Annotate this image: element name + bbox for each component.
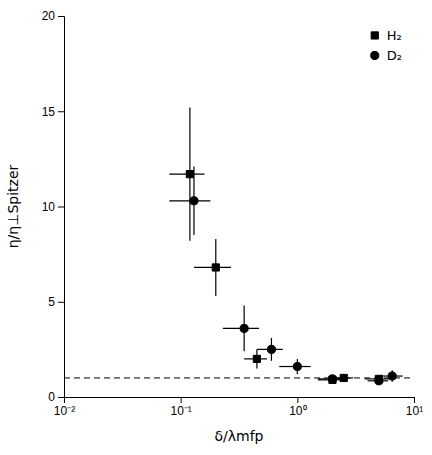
x-tick: 10¹ <box>406 397 423 418</box>
x-tick: 10⁰ <box>289 397 306 418</box>
reference-line <box>64 377 414 378</box>
x-tick-label: 10⁻² <box>54 404 75 418</box>
x-tick: 10⁻¹ <box>170 397 191 418</box>
y-tick: 20 <box>42 9 64 23</box>
point <box>240 324 248 332</box>
legend-item: D₂ <box>371 48 402 63</box>
point <box>186 171 193 178</box>
x-tick-mark <box>297 397 298 403</box>
x-axis: 10⁻² 10⁻¹ 10⁰ 10¹ <box>54 397 423 418</box>
point <box>293 362 301 370</box>
legend-label: D₂ <box>387 48 402 63</box>
point <box>328 375 336 383</box>
point <box>388 372 396 380</box>
y-tick-mark <box>58 111 64 112</box>
legend-marker <box>371 51 379 59</box>
x-tick-label: 10⁰ <box>289 404 306 418</box>
chart: 10⁻² 10⁻¹ 10⁰ 10¹ 0 5 10 15 20 H₂ D₂ δ/λmfp η/η⊥Spit… <box>0 0 432 455</box>
y-axis-line <box>58 17 65 398</box>
point <box>340 374 347 381</box>
legend: H₂ D₂ <box>371 28 402 63</box>
y-tick-label: 20 <box>42 9 56 23</box>
x-tick-label: 10¹ <box>406 404 423 418</box>
point <box>253 355 260 362</box>
y-tick-label: 10 <box>42 200 56 214</box>
marks <box>64 107 414 384</box>
legend-marker <box>371 32 378 39</box>
legend-item: H₂ <box>371 28 402 43</box>
y-tick-label: 5 <box>48 295 55 309</box>
y-tick-mark <box>58 207 64 208</box>
y-axis-label: η/η⊥Spitzer <box>5 164 21 248</box>
x-axis-label: δ/λmfp <box>214 428 263 444</box>
legend-label: H₂ <box>387 28 402 43</box>
plot: 10⁻² 10⁻¹ 10⁰ 10¹ 0 5 10 15 20 H₂ D₂ <box>42 9 424 417</box>
y-tick-mark <box>58 302 64 303</box>
series <box>169 107 389 383</box>
y-tick-label: 0 <box>48 390 55 404</box>
y-tick-mark <box>58 16 64 17</box>
y-tick: 15 <box>42 105 64 119</box>
y-axis: 0 5 10 15 20 <box>42 9 65 404</box>
y-tick-label: 15 <box>42 105 56 119</box>
x-tick-label: 10⁻¹ <box>170 404 191 418</box>
y-tick: 10 <box>42 200 64 214</box>
y-tick: 0 <box>48 390 64 404</box>
series <box>169 166 402 384</box>
point <box>190 197 198 205</box>
point <box>375 377 383 385</box>
point <box>212 264 219 271</box>
x-tick-mark <box>181 397 182 403</box>
x-axis-line <box>65 398 415 404</box>
x-tick-mark <box>414 397 415 403</box>
y-tick: 5 <box>48 295 64 309</box>
y-tick-mark <box>58 397 64 398</box>
point <box>267 345 275 353</box>
x-tick: 10⁻² <box>54 397 75 418</box>
